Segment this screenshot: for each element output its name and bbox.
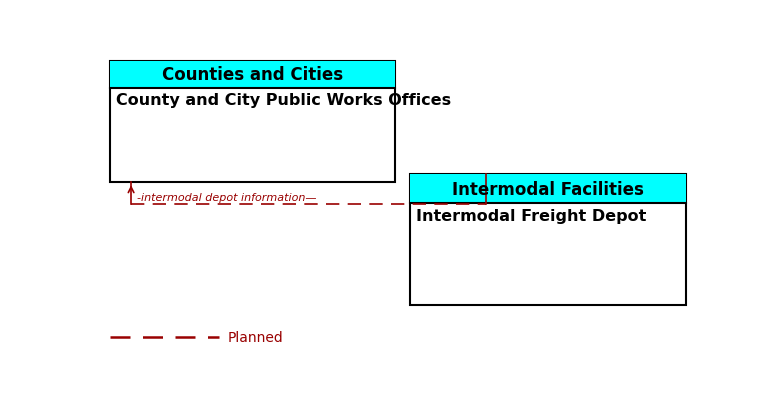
Text: County and City Public Works Offices: County and City Public Works Offices — [116, 93, 451, 108]
Bar — [410, 175, 686, 204]
Bar — [109, 62, 395, 88]
Text: -intermodal depot information—: -intermodal depot information— — [137, 192, 317, 202]
Text: Intermodal Facilities: Intermodal Facilities — [452, 180, 644, 198]
Bar — [109, 62, 395, 183]
Text: Planned: Planned — [228, 330, 284, 344]
Bar — [410, 175, 686, 306]
Text: Counties and Cities: Counties and Cities — [162, 66, 343, 84]
Text: Intermodal Freight Depot: Intermodal Freight Depot — [416, 209, 646, 223]
